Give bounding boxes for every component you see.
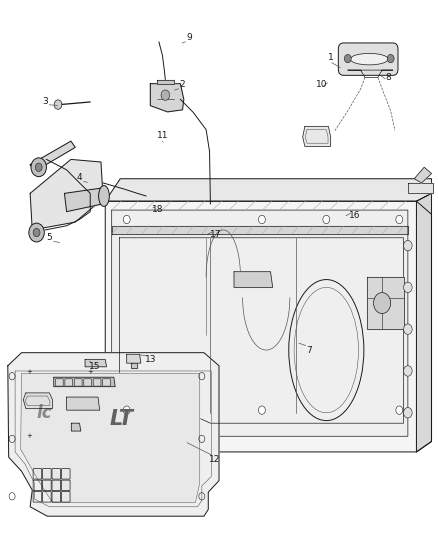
Polygon shape xyxy=(30,141,75,172)
Polygon shape xyxy=(85,359,106,367)
Circle shape xyxy=(403,282,412,293)
Text: 10: 10 xyxy=(316,80,328,89)
Circle shape xyxy=(123,215,130,224)
FancyBboxPatch shape xyxy=(84,379,92,386)
Circle shape xyxy=(33,228,40,237)
Text: 4: 4 xyxy=(77,173,82,182)
Text: lc: lc xyxy=(36,404,52,422)
Text: 1: 1 xyxy=(328,53,333,62)
Text: LT: LT xyxy=(110,409,134,429)
Circle shape xyxy=(396,406,403,414)
Circle shape xyxy=(403,408,412,418)
Text: 12: 12 xyxy=(209,455,220,464)
Ellipse shape xyxy=(99,185,110,206)
Polygon shape xyxy=(414,167,431,183)
Circle shape xyxy=(35,163,42,172)
Text: +: + xyxy=(26,369,32,375)
Text: 3: 3 xyxy=(42,98,48,107)
Polygon shape xyxy=(54,377,115,386)
Text: 8: 8 xyxy=(386,73,392,82)
Circle shape xyxy=(161,90,170,100)
FancyBboxPatch shape xyxy=(93,379,101,386)
Polygon shape xyxy=(71,423,81,431)
Circle shape xyxy=(54,100,62,109)
Polygon shape xyxy=(112,210,408,436)
Circle shape xyxy=(387,54,394,63)
Text: 17: 17 xyxy=(210,230,221,239)
Polygon shape xyxy=(303,126,331,147)
Text: 15: 15 xyxy=(89,362,100,372)
Circle shape xyxy=(323,215,330,224)
Polygon shape xyxy=(105,179,431,201)
Text: 11: 11 xyxy=(157,132,168,140)
Circle shape xyxy=(31,158,46,176)
Polygon shape xyxy=(131,363,137,368)
Polygon shape xyxy=(67,397,100,410)
Text: 9: 9 xyxy=(186,33,192,42)
Polygon shape xyxy=(408,183,433,193)
Text: 2: 2 xyxy=(180,80,185,89)
Ellipse shape xyxy=(350,53,388,65)
Polygon shape xyxy=(234,272,272,287)
Circle shape xyxy=(403,240,412,251)
Polygon shape xyxy=(157,79,174,84)
Polygon shape xyxy=(367,277,403,329)
Circle shape xyxy=(29,223,44,242)
Polygon shape xyxy=(127,354,141,363)
Circle shape xyxy=(396,215,403,224)
Text: +: + xyxy=(26,433,32,439)
Text: 5: 5 xyxy=(46,233,52,243)
Polygon shape xyxy=(112,226,408,234)
Polygon shape xyxy=(30,159,103,230)
Polygon shape xyxy=(23,393,53,409)
Circle shape xyxy=(123,406,130,414)
FancyBboxPatch shape xyxy=(74,379,82,386)
Circle shape xyxy=(403,366,412,376)
FancyBboxPatch shape xyxy=(56,379,63,386)
FancyBboxPatch shape xyxy=(102,379,110,386)
Text: 16: 16 xyxy=(349,211,360,220)
Polygon shape xyxy=(8,353,219,516)
Circle shape xyxy=(403,324,412,334)
Polygon shape xyxy=(21,374,200,503)
Circle shape xyxy=(258,406,265,414)
Circle shape xyxy=(374,293,391,313)
Polygon shape xyxy=(417,193,431,452)
Polygon shape xyxy=(150,84,184,112)
Circle shape xyxy=(344,54,351,63)
Text: 7: 7 xyxy=(306,345,312,354)
Polygon shape xyxy=(64,188,103,212)
Text: +: + xyxy=(87,369,93,375)
FancyBboxPatch shape xyxy=(65,379,73,386)
FancyBboxPatch shape xyxy=(338,43,398,75)
Text: 13: 13 xyxy=(145,355,156,364)
Polygon shape xyxy=(105,201,431,452)
Circle shape xyxy=(258,215,265,224)
Text: 18: 18 xyxy=(152,205,164,214)
